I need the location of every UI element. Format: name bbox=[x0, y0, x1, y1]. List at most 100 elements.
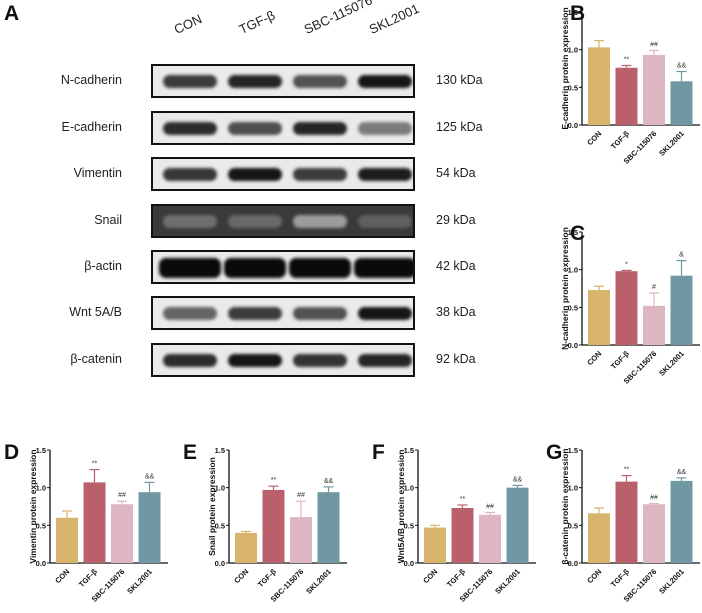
chart-e-snail: Snail protein expression 0.0 0.5 1.0 1.5 CON *… bbox=[207, 446, 347, 604]
lane-label-con: CON bbox=[171, 11, 205, 37]
protein-band bbox=[354, 258, 413, 278]
panel-letter-d: D bbox=[4, 441, 20, 464]
protein-band bbox=[163, 215, 217, 228]
bar-skl2001 bbox=[506, 487, 529, 563]
bar-con bbox=[56, 517, 78, 563]
x-tick-label: TGF-β bbox=[445, 567, 467, 589]
x-tick-label: SKL2001 bbox=[657, 349, 686, 378]
protein-band bbox=[293, 168, 347, 181]
significance-marker: * bbox=[625, 261, 628, 268]
x-tick-label: SKL2001 bbox=[304, 567, 333, 596]
bar-sbc115076 bbox=[643, 54, 665, 125]
bar-sbc115076 bbox=[290, 517, 312, 563]
x-tick-label: CON bbox=[585, 349, 603, 367]
y-tick-label: 1.5 bbox=[36, 446, 46, 455]
y-tick-label: 1.0 bbox=[568, 484, 578, 493]
y-tick-label: 1.5 bbox=[568, 446, 578, 455]
protein-band bbox=[358, 75, 412, 88]
kda-label: 92 kDa bbox=[436, 352, 476, 366]
bar-con bbox=[588, 47, 610, 126]
panel-letter-e: E bbox=[183, 441, 198, 464]
x-tick-label: CON bbox=[585, 567, 603, 585]
lane-label-skl: SKL2001 bbox=[366, 0, 422, 37]
panel-letter-g: G bbox=[546, 441, 563, 464]
bar-skl2001 bbox=[670, 480, 693, 563]
x-tick-label: TGF-β bbox=[256, 567, 278, 589]
bar-sbc115076 bbox=[643, 305, 665, 345]
bar-tgf bbox=[615, 481, 638, 563]
protein-label: Snail bbox=[94, 213, 122, 227]
bar-skl2001 bbox=[138, 492, 161, 563]
protein-label: β-actin bbox=[84, 259, 122, 273]
significance-marker: & bbox=[679, 252, 684, 259]
protein-band bbox=[228, 307, 282, 320]
bar-tgf bbox=[451, 508, 474, 563]
kda-label: 130 kDa bbox=[436, 73, 483, 87]
x-tick-label: TGF-β bbox=[609, 129, 631, 151]
bar-tgf bbox=[83, 482, 106, 563]
significance-marker: && bbox=[513, 476, 523, 483]
y-tick-label: 1.0 bbox=[568, 46, 578, 55]
lane-label-tgfb: TGF-β bbox=[236, 7, 278, 37]
protein-band bbox=[293, 122, 347, 135]
x-tick-label: CON bbox=[421, 567, 439, 585]
protein-band bbox=[163, 122, 217, 135]
bar-sbc115076 bbox=[479, 514, 501, 563]
kda-label: 125 kDa bbox=[436, 120, 483, 134]
bar-tgf bbox=[262, 489, 285, 563]
y-tick-label: 1.5 bbox=[568, 8, 578, 17]
y-tick-label: 0.0 bbox=[568, 341, 578, 350]
blot-strip bbox=[151, 296, 415, 330]
significance-marker: # bbox=[652, 284, 656, 291]
bar-sbc115076 bbox=[643, 504, 665, 563]
significance-marker: ** bbox=[92, 461, 98, 468]
panel-letter-a: A bbox=[4, 2, 20, 25]
protein-band bbox=[293, 75, 347, 88]
y-tick-label: 1.0 bbox=[36, 484, 46, 493]
x-tick-label: SKL2001 bbox=[657, 129, 686, 158]
y-axis-label: N-cadherin protein expression bbox=[560, 227, 570, 350]
x-tick-label: SKL2001 bbox=[493, 567, 522, 596]
bar-skl2001 bbox=[317, 492, 340, 563]
blot-strip bbox=[151, 343, 415, 377]
y-tick-label: 0.5 bbox=[568, 303, 578, 312]
blot-strip bbox=[151, 157, 415, 191]
significance-marker: ## bbox=[118, 492, 126, 499]
kda-label: 54 kDa bbox=[436, 166, 476, 180]
x-tick-label: CON bbox=[585, 129, 603, 147]
x-tick-label: TGF-β bbox=[609, 567, 631, 589]
bar-skl2001 bbox=[670, 81, 693, 125]
significance-marker: && bbox=[677, 63, 687, 70]
protein-band bbox=[289, 258, 351, 278]
protein-band bbox=[224, 258, 286, 278]
protein-band bbox=[358, 307, 412, 320]
significance-marker: ## bbox=[297, 492, 305, 499]
y-axis-label: Wnt5A/B protein expression bbox=[396, 450, 406, 564]
y-axis-label: Vimentin protein expression bbox=[28, 449, 38, 563]
protein-label: N-cadherin bbox=[60, 73, 122, 87]
y-tick-label: 1.0 bbox=[568, 266, 578, 275]
y-axis-label: β-catenin protein expression bbox=[560, 448, 570, 564]
significance-marker: && bbox=[324, 478, 334, 485]
x-tick-label: SKL2001 bbox=[657, 567, 686, 596]
lane-label-sbc: SBC-115076 bbox=[301, 0, 375, 37]
significance-marker: ## bbox=[486, 504, 494, 511]
protein-band bbox=[228, 75, 282, 88]
y-tick-label: 1.0 bbox=[215, 484, 225, 493]
panel-letter-f: F bbox=[372, 441, 385, 464]
bar-con bbox=[588, 513, 610, 563]
bar-con bbox=[588, 290, 610, 345]
blot-strip bbox=[151, 111, 415, 145]
y-axis-label: Snail protein expression bbox=[207, 457, 217, 556]
kda-label: 42 kDa bbox=[436, 259, 476, 273]
blot-strip bbox=[151, 204, 415, 238]
y-tick-label: 0.0 bbox=[215, 559, 225, 568]
bar-con bbox=[424, 527, 446, 563]
y-tick-label: 0.5 bbox=[215, 521, 225, 530]
protein-band bbox=[163, 354, 217, 367]
y-axis-label: E-cadherin protein expression bbox=[560, 7, 570, 129]
x-tick-label: CON bbox=[232, 567, 250, 585]
